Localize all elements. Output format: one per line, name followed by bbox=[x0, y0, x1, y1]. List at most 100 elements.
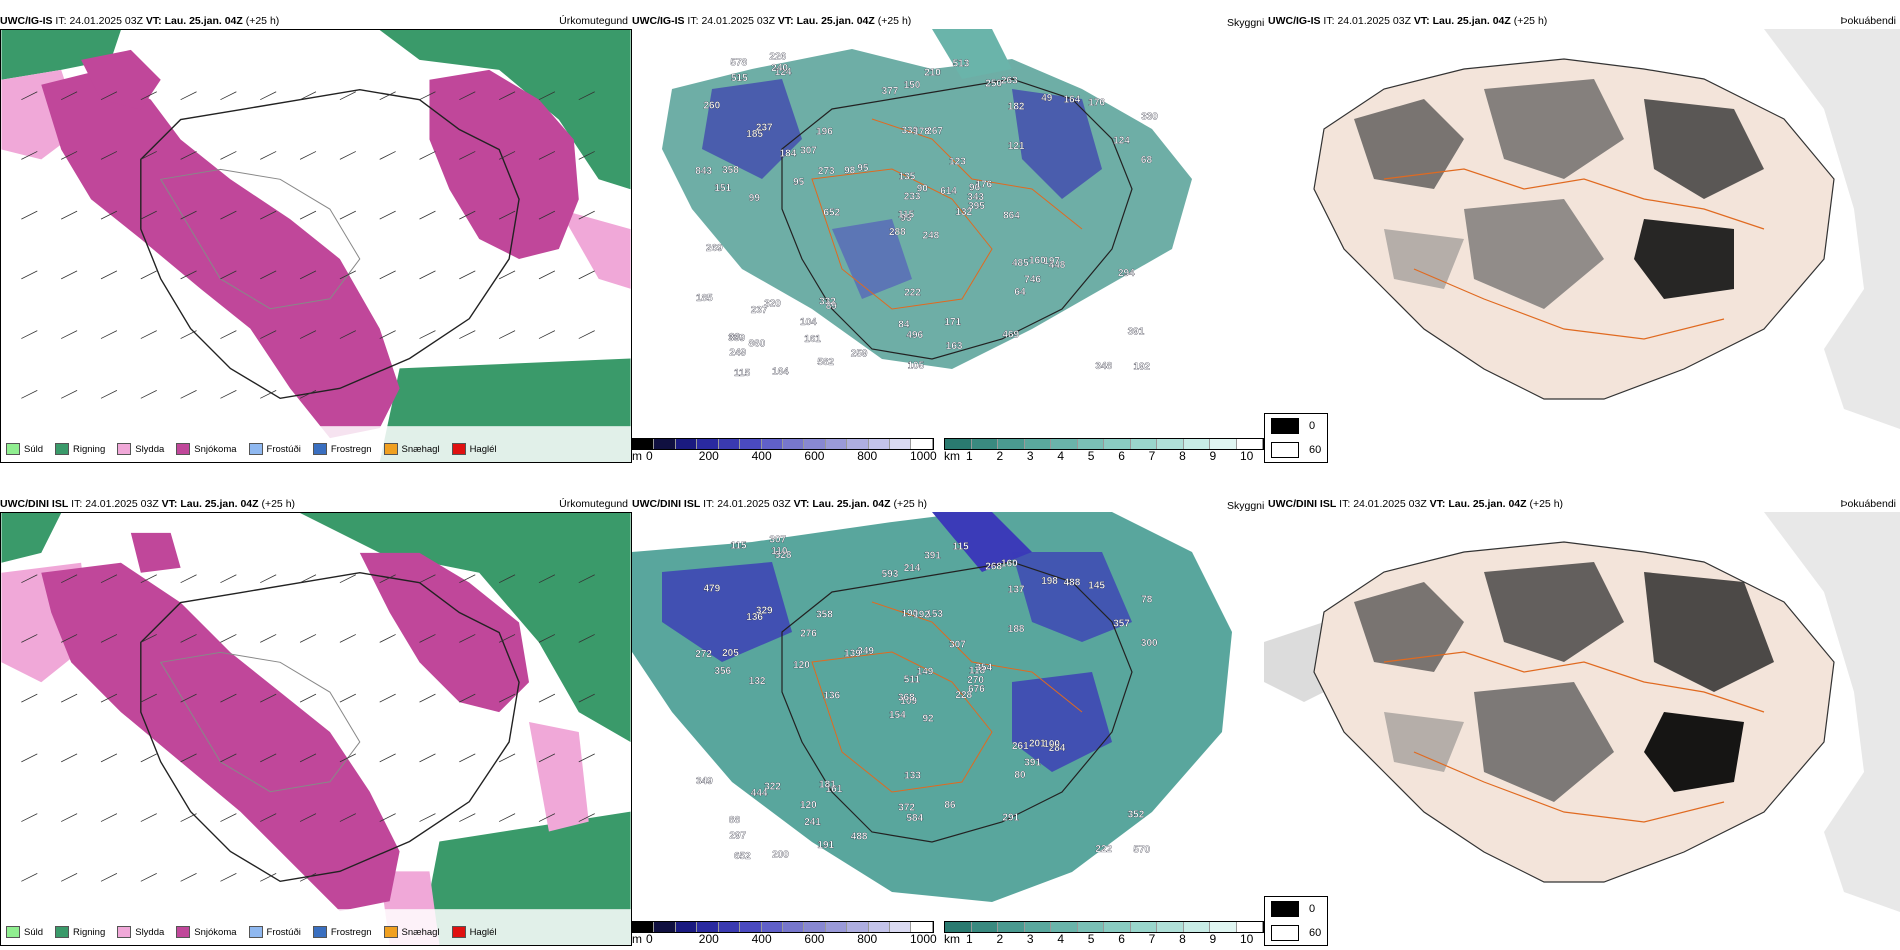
height-value-label: 354 bbox=[975, 663, 992, 674]
height-value-label: 201 bbox=[1029, 739, 1046, 750]
legend-label: Snæhagl bbox=[401, 443, 440, 455]
fog-index-map bbox=[1264, 512, 1900, 912]
height-value-label: 222 bbox=[1095, 844, 1112, 855]
cloud-height-map: 92 136 109 88 118 161 160 153 137 228 528 570 132 78 1… bbox=[632, 512, 1264, 912]
scale-tick-label: 1000 bbox=[910, 449, 937, 463]
height-value-label: 95 bbox=[793, 177, 805, 188]
scale-swatch bbox=[998, 439, 1025, 449]
fog-legend-label: 0 bbox=[1309, 420, 1316, 432]
model-name: UWC/IG-IS bbox=[632, 15, 685, 27]
height-value-label: 132 bbox=[955, 207, 972, 218]
scale-tick-label: 2 bbox=[996, 932, 1004, 946]
height-value-label: 78 bbox=[1141, 595, 1153, 606]
height-value-label: 276 bbox=[800, 629, 817, 640]
legend-swatch bbox=[55, 926, 70, 938]
scale-swatch bbox=[654, 439, 676, 449]
height-value-label: 118 bbox=[969, 666, 986, 677]
height-value-label: 307 bbox=[769, 534, 786, 545]
scale-swatch bbox=[847, 922, 869, 932]
legend-swatch bbox=[451, 926, 466, 938]
vt-prefix: VT: bbox=[161, 498, 178, 510]
height-value-label: 176 bbox=[975, 180, 992, 191]
height-value-label: 214 bbox=[904, 563, 921, 574]
scale-swatch bbox=[911, 439, 933, 449]
height-value-label: 860 bbox=[749, 339, 766, 350]
legend-swatch bbox=[312, 443, 327, 455]
legend-item: Slydda bbox=[117, 443, 164, 455]
model-name: UWC/DINI ISL bbox=[632, 498, 701, 510]
valid-time: Lau. 25.jan. 04Z bbox=[164, 15, 243, 27]
precip-map bbox=[0, 29, 632, 463]
height-value-label: 182 bbox=[1008, 102, 1025, 113]
height-value-label: 160 bbox=[1001, 559, 1018, 570]
scale-swatch bbox=[1104, 922, 1131, 932]
scale-tick-label: 6 bbox=[1118, 932, 1125, 946]
height-value-label: 115 bbox=[730, 541, 747, 552]
scale-swatch bbox=[1024, 439, 1051, 449]
it-prefix: IT: bbox=[1339, 498, 1351, 510]
scale-swatch bbox=[654, 922, 676, 932]
height-value-label: 176 bbox=[1088, 98, 1105, 109]
init-time: 24.01.2025 03Z bbox=[701, 15, 775, 27]
height-value-label: 391 bbox=[1128, 326, 1145, 337]
scale-tick-label: 4 bbox=[1057, 932, 1065, 946]
height-value-label: 268 bbox=[985, 562, 1002, 573]
scale-tick-label: 3 bbox=[1026, 449, 1034, 463]
height-value-label: 92 bbox=[923, 714, 935, 725]
scale-tick-label: 1000 bbox=[910, 932, 937, 946]
height-value-label: 135 bbox=[899, 172, 916, 183]
fog-legend-label: 60 bbox=[1309, 444, 1322, 456]
height-value-label: 160 bbox=[1029, 256, 1046, 267]
scale-swatch bbox=[1183, 922, 1210, 932]
scale-swatch bbox=[804, 439, 826, 449]
fog-legend-swatch bbox=[1271, 901, 1299, 917]
height-value-label: 49 bbox=[1041, 93, 1053, 104]
height-value-label: 343 bbox=[967, 192, 984, 203]
legend-label: Frostúði bbox=[266, 443, 301, 455]
precip-type-legend: Súld Rigning Slydda Snjókoma Frostúði Frostre… bbox=[6, 926, 497, 938]
height-value-label: 80 bbox=[729, 332, 741, 343]
scale-swatch bbox=[911, 922, 933, 932]
height-value-label: 105 bbox=[908, 361, 925, 372]
scale-tick-label: 5 bbox=[1087, 449, 1095, 463]
legend-swatch bbox=[55, 443, 70, 455]
height-value-label: 124 bbox=[1113, 136, 1130, 147]
scale-tick-label: 8 bbox=[1179, 932, 1186, 946]
height-value-label: 192 bbox=[1133, 361, 1150, 372]
legend-item: Súld bbox=[6, 926, 43, 938]
scale-swatch bbox=[890, 922, 912, 932]
scale-swatch bbox=[1236, 922, 1263, 932]
scale-swatch bbox=[697, 922, 719, 932]
height-value-label: 284 bbox=[1049, 743, 1066, 754]
model-name: UWC/DINI ISL bbox=[1268, 498, 1337, 510]
scale-swatch bbox=[1183, 439, 1210, 449]
height-unit: m bbox=[632, 449, 642, 463]
fog-legend-swatch bbox=[1271, 442, 1299, 458]
model-name: UWC/IG-IS bbox=[0, 15, 53, 27]
height-value-label: 109 bbox=[900, 696, 917, 707]
height-value-label: 240 bbox=[771, 63, 788, 74]
height-value-label: 120 bbox=[800, 800, 817, 811]
height-value-label: 196 bbox=[816, 127, 833, 138]
legend-label: Snjókoma bbox=[194, 926, 237, 938]
fog-legend-row: 60 bbox=[1265, 438, 1327, 462]
height-value-label: 307 bbox=[949, 640, 966, 651]
height-value-label: 746 bbox=[1024, 274, 1041, 285]
height-value-label: 90 bbox=[917, 184, 929, 195]
legend-label: Frostregn bbox=[330, 443, 372, 455]
height-value-label: 249 bbox=[729, 347, 746, 358]
cloud-height-panel-dini: UWC/DINI ISL IT: 24.01.2025 03Z VT: Lau.… bbox=[632, 496, 1264, 946]
height-value-label: 270 bbox=[967, 675, 984, 686]
height-value-label: 190 bbox=[902, 608, 919, 619]
scale-swatch bbox=[761, 439, 783, 449]
height-value-label: 358 bbox=[816, 610, 833, 621]
scale-tick-label: 400 bbox=[751, 932, 772, 946]
precip-type-panel-dini: UWC/DINI ISL IT: 24.01.2025 03Z VT: Lau.… bbox=[0, 496, 632, 946]
vt-prefix: VT: bbox=[777, 15, 794, 27]
scale-swatch bbox=[1130, 922, 1157, 932]
height-value-label: 153 bbox=[926, 609, 943, 620]
height-value-label: 349 bbox=[696, 776, 713, 787]
scale-swatch bbox=[782, 439, 805, 449]
height-value-label: 115 bbox=[898, 210, 915, 221]
scale-tick-label: 1 bbox=[966, 449, 973, 463]
